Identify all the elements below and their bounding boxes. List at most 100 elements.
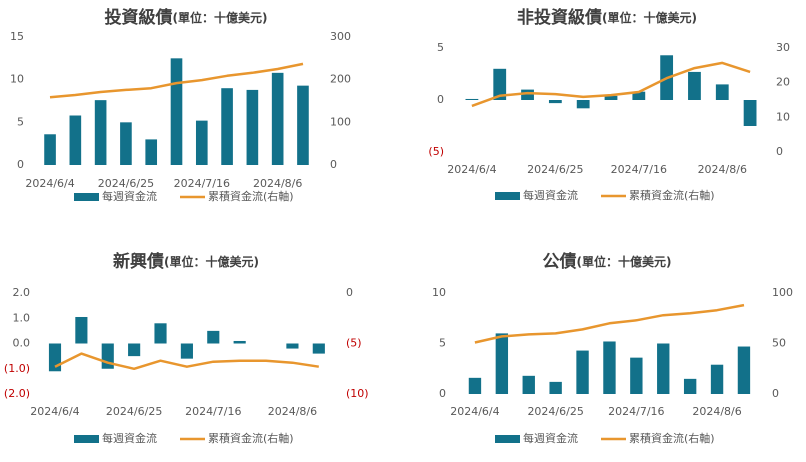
bar xyxy=(743,100,757,126)
legend-swatch xyxy=(74,193,99,201)
line xyxy=(471,61,751,108)
y2-tick-label: 300 xyxy=(330,30,351,43)
x-tick-label: 2024/7/16 xyxy=(611,163,667,176)
bar xyxy=(195,120,208,165)
legend-label: 累積資金流(右軸) xyxy=(629,188,715,202)
title-unit: (單位：十億美元) xyxy=(577,254,672,269)
bar xyxy=(603,341,616,394)
bar xyxy=(271,72,284,165)
y2-tick-label: 0 xyxy=(330,158,337,171)
title-main: 新興債 xyxy=(113,251,164,272)
y2-tick-label: (10) xyxy=(346,387,369,400)
x-tick-label: 2024/7/16 xyxy=(174,177,230,190)
y2-tick-label: 0 xyxy=(772,387,779,400)
bar xyxy=(312,343,325,354)
legend-label: 累積資金流(右軸) xyxy=(208,431,294,445)
y-tick-label: 0.0 xyxy=(13,337,31,350)
bar xyxy=(75,316,88,344)
legend-label: 每週資金流 xyxy=(102,431,157,445)
y-tick-label: (2.0) xyxy=(4,387,30,400)
legend-swatch xyxy=(495,435,520,443)
chart-title: 投資級債(單位：十億美元) xyxy=(105,7,268,28)
bar xyxy=(69,115,82,165)
bar xyxy=(233,340,246,344)
y-tick-label: (5) xyxy=(428,145,444,158)
line xyxy=(49,62,304,99)
title-unit: (單位：十億美元) xyxy=(164,254,259,269)
bar xyxy=(576,350,589,394)
chart-title: 公債(單位：十億美元) xyxy=(543,251,672,272)
bar xyxy=(48,343,62,372)
y-tick-label: 0 xyxy=(17,158,24,171)
bar xyxy=(493,68,507,100)
title-main: 公債 xyxy=(543,251,577,272)
legend-label: 每週資金流 xyxy=(523,431,578,445)
bar xyxy=(44,134,56,165)
x-tick-label: 2024/6/4 xyxy=(447,163,496,176)
x-tick-label: 2024/6/4 xyxy=(30,405,79,418)
title-unit: (單位：十億美元) xyxy=(173,10,268,25)
x-tick-label: 2024/7/16 xyxy=(185,405,241,418)
legend-label: 累積資金流(右軸) xyxy=(629,431,715,445)
bar xyxy=(145,139,158,165)
y-tick-label: 5 xyxy=(439,337,446,350)
y2-tick-label: 100 xyxy=(330,115,351,128)
bar xyxy=(657,343,670,394)
x-tick-label: 2024/8/6 xyxy=(698,163,747,176)
bar xyxy=(630,357,643,394)
line xyxy=(474,303,745,344)
bar xyxy=(180,343,193,359)
bar xyxy=(715,84,729,100)
bar xyxy=(521,89,534,100)
y2-tick-label: 100 xyxy=(772,286,793,299)
bar xyxy=(522,375,535,394)
x-tick-label: 2024/6/4 xyxy=(450,405,499,418)
y2-tick-label: 30 xyxy=(776,41,790,54)
bar xyxy=(710,364,724,394)
bar xyxy=(221,88,233,165)
y-tick-label: 0 xyxy=(439,387,446,400)
chart-title: 新興債(單位：十億美元) xyxy=(113,251,259,272)
y-tick-label: 15 xyxy=(10,30,24,43)
bar xyxy=(604,95,618,100)
y-tick-label: 2.0 xyxy=(13,286,31,299)
y-tick-label: 5 xyxy=(17,115,24,128)
y2-tick-label: 0 xyxy=(346,286,353,299)
bar xyxy=(154,323,167,344)
y-tick-label: 0 xyxy=(437,93,444,106)
y2-tick-label: 50 xyxy=(772,337,786,350)
bar xyxy=(207,330,220,344)
x-tick-label: 2024/8/6 xyxy=(268,405,317,418)
bar xyxy=(688,71,701,100)
line xyxy=(54,352,319,371)
y2-tick-label: 200 xyxy=(330,73,351,86)
bar xyxy=(737,346,751,394)
title-main: 非投資級債 xyxy=(517,7,602,28)
bar xyxy=(101,343,114,369)
x-tick-label: 2024/6/25 xyxy=(106,405,162,418)
legend-label: 每週資金流 xyxy=(523,188,578,202)
bar xyxy=(468,377,482,394)
bar xyxy=(170,58,183,166)
y-tick-label: 1.0 xyxy=(13,311,31,324)
x-tick-label: 2024/8/6 xyxy=(692,405,741,418)
y-tick-label: 10 xyxy=(432,286,446,299)
title-unit: (單位：十億美元) xyxy=(602,10,697,25)
x-tick-label: 2024/7/16 xyxy=(608,405,664,418)
chart-title: 非投資級債(單位：十億美元) xyxy=(517,7,697,28)
bar xyxy=(246,89,259,165)
bar xyxy=(94,100,107,165)
x-tick-label: 2024/6/25 xyxy=(98,177,154,190)
bar xyxy=(683,378,697,394)
y-tick-label: (1.0) xyxy=(4,362,30,375)
y2-tick-label: 10 xyxy=(776,110,790,123)
bar xyxy=(128,343,141,357)
bar xyxy=(297,85,309,165)
bar xyxy=(549,381,562,394)
legend-swatch xyxy=(74,435,99,443)
legend-label: 每週資金流 xyxy=(102,189,157,203)
x-tick-label: 2024/6/25 xyxy=(527,405,583,418)
legend-label: 累積資金流(右軸) xyxy=(208,189,294,203)
y2-tick-label: 20 xyxy=(776,76,790,89)
